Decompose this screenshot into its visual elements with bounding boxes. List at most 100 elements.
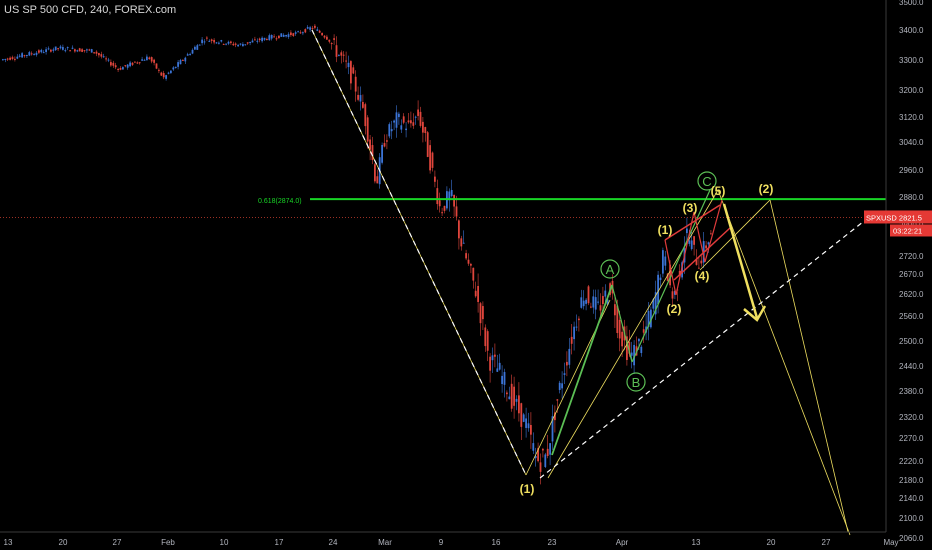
forecast-arrow-head: [743, 305, 767, 322]
candle: [371, 145, 374, 161]
candle: [6, 58, 9, 60]
wave-a-line: [551, 284, 613, 456]
candle: [693, 236, 695, 245]
candle: [143, 59, 146, 61]
candle: [657, 274, 659, 305]
candle: [9, 57, 11, 60]
candle: [242, 44, 244, 47]
candle: [362, 102, 364, 108]
price-tick-label: 2560.0: [899, 312, 924, 321]
candle: [189, 53, 191, 55]
candle: [554, 412, 556, 421]
candle: [477, 285, 479, 302]
candle: [45, 49, 47, 52]
candle: [333, 38, 335, 40]
candle: [587, 286, 590, 304]
candle: [275, 38, 278, 40]
candle: [558, 382, 561, 390]
candle: [232, 43, 235, 46]
price-tick-label: 2320.0: [899, 413, 924, 422]
candle: [594, 297, 597, 310]
candle: [537, 448, 539, 462]
candle: [47, 48, 50, 50]
candle: [618, 319, 621, 339]
candle: [393, 120, 395, 123]
candle: [674, 290, 676, 295]
candle: [14, 58, 16, 60]
fib-level-label: 0.618(2874.0): [258, 198, 302, 205]
candle: [318, 30, 321, 33]
candle: [165, 75, 167, 79]
candle: [146, 56, 148, 61]
candle: [436, 188, 439, 205]
candle: [33, 54, 35, 56]
wave-label-4: (4): [695, 269, 710, 283]
drawings-layer: 0.618(2874.0): [0, 29, 886, 536]
candle: [650, 309, 652, 328]
candle: [294, 32, 297, 34]
candle: [138, 62, 141, 64]
candle: [246, 42, 249, 44]
candle: [220, 40, 223, 42]
candle: [539, 462, 542, 472]
candle: [59, 46, 62, 49]
candle: [93, 52, 95, 54]
candle: [664, 256, 667, 266]
candle: [309, 27, 311, 30]
time-tick-label: Apr: [616, 538, 629, 547]
channel-line-upper: [311, 29, 527, 476]
candle: [230, 41, 232, 43]
candle: [491, 355, 494, 361]
candle: [254, 39, 256, 41]
candle: [215, 42, 218, 44]
price-tick-label: 2440.0: [899, 362, 924, 371]
price-tick-label: 2100.0: [899, 514, 924, 523]
candle: [400, 125, 403, 130]
candle: [366, 117, 369, 142]
candle: [234, 43, 237, 45]
candle: [419, 111, 422, 126]
candle: [299, 32, 302, 34]
candle: [525, 418, 527, 428]
candle: [563, 373, 566, 375]
price-tick-label: 2180.0: [899, 476, 924, 485]
candle: [105, 58, 107, 60]
candle: [633, 344, 635, 366]
candle: [573, 326, 575, 340]
candle: [710, 233, 712, 235]
candle: [707, 242, 710, 245]
candle: [374, 164, 376, 182]
candle: [522, 414, 525, 422]
candle: [184, 57, 187, 62]
price-tick-label: 2060.0: [899, 534, 924, 543]
candle: [614, 304, 616, 316]
candle: [506, 392, 508, 395]
candle: [520, 403, 523, 427]
candle: [659, 277, 662, 281]
candle: [285, 34, 287, 37]
candle: [686, 228, 688, 234]
candle: [453, 194, 455, 207]
time-tick-label: 9: [439, 538, 444, 547]
candle: [258, 38, 261, 41]
candle: [669, 264, 671, 286]
price-tick-label: 2380.0: [899, 387, 924, 396]
time-tick-label: 20: [767, 538, 776, 547]
time-tick-label: 10: [220, 538, 229, 547]
candle: [580, 297, 583, 308]
price-tick-label: 2880.0: [899, 193, 924, 202]
candle: [162, 73, 165, 78]
wave-label-c-circle: [697, 171, 717, 191]
candle: [698, 267, 700, 269]
candle: [441, 212, 443, 214]
candle: [407, 120, 410, 123]
candle: [21, 53, 23, 58]
candle: [638, 338, 640, 342]
candle: [515, 398, 518, 402]
candle: [64, 50, 67, 52]
price-axis[interactable]: 3500.0 3400.0 3300.0 3200.0 3120.0 3040.0 2960…: [864, 0, 932, 543]
time-axis[interactable]: 13 20 27 Feb 10 17 24 Mar 9 16 23 Apr 13 20 27 May: [0, 531, 899, 547]
candle: [81, 49, 83, 52]
wave-c-line: [631, 189, 711, 363]
